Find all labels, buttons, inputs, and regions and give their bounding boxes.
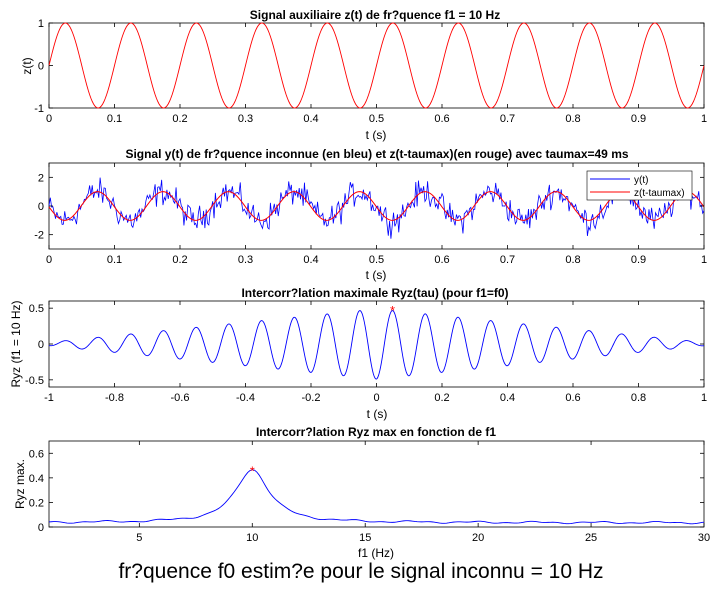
- ytick-label: 0.6: [29, 448, 44, 460]
- xtick-label: 5: [136, 532, 142, 544]
- panel4-ylabel: Ryz max.: [13, 459, 27, 509]
- panel4-peak-marker: *: [250, 463, 255, 478]
- panel1-ticks: 0 0.1 0.2 0.3 0.4 0.5 0.6 0.7 0.8 0.9 1-101: [34, 18, 707, 125]
- panel4-plot-area: [48, 440, 705, 528]
- panel2-z-delayed-line: [48, 191, 705, 221]
- panel4-title: Intercorr?lation Ryz max en fonction de …: [256, 425, 496, 439]
- ytick-label: 0: [38, 201, 44, 213]
- panel3-plot-area: [48, 300, 705, 388]
- panel3-xlabel: t (s): [367, 407, 388, 421]
- panel2-legend: y(t) z(t-taumax): [586, 170, 693, 201]
- xtick-label: 0.1: [107, 254, 122, 266]
- xtick-label: 0.5: [369, 113, 384, 125]
- legend-box: [586, 170, 693, 201]
- xtick-label: -0.8: [105, 392, 124, 404]
- ytick-label: 0.2: [29, 497, 44, 509]
- xtick-label: 20: [472, 532, 484, 544]
- panel3-title: Intercorr?lation maximale Ryz(tau) (pour…: [241, 286, 508, 300]
- ytick-label: 2: [38, 172, 44, 184]
- xtick-label: 0.2: [172, 113, 187, 125]
- xtick-label: 10: [246, 532, 258, 544]
- xtick-label: 0.2: [172, 254, 187, 266]
- xtick-label: 0.8: [565, 254, 580, 266]
- panel-z-signal: Signal auxiliaire z(t) de fr?quence f1 =…: [20, 8, 707, 142]
- xtick-label: 0.8: [565, 113, 580, 125]
- xtick-label: 0: [46, 254, 52, 266]
- panel4-xlabel: f1 (Hz): [358, 546, 394, 560]
- xtick-label: 0.9: [631, 254, 646, 266]
- ytick-label: -0.5: [25, 375, 44, 387]
- ytick-label: 1: [38, 18, 44, 30]
- panel3-ticks: -1 -0.8 -0.6 -0.4 -0.2 0 0.2 0.4 0.6 0.8 1 -0.5 0 0.5: [25, 301, 707, 404]
- xtick-label: 0.4: [303, 254, 318, 266]
- xtick-label: 1: [701, 113, 707, 125]
- panel1-title: Signal auxiliaire z(t) de fr?quence f1 =…: [250, 8, 500, 22]
- panel2-ticks: 0 0.1 0.2 0.3 0.4 0.5 0.6 0.7 0.8 0.9 1-202: [34, 163, 707, 266]
- panel3-ryz-line: [48, 310, 705, 380]
- ytick-label: 0.4: [29, 473, 44, 485]
- xtick-label: 0.2: [434, 392, 449, 404]
- panel2-title: Signal y(t) de fr?quence inconnue (en bl…: [125, 147, 628, 161]
- xtick-label: 0: [373, 392, 379, 404]
- xtick-label: 0.7: [500, 113, 515, 125]
- legend-label-y: y(t): [634, 175, 648, 186]
- xtick-label: 15: [359, 532, 371, 544]
- panel2-xlabel: t (s): [366, 268, 387, 282]
- xtick-label: -1: [44, 392, 54, 404]
- xtick-label: 0.1: [107, 113, 122, 125]
- xtick-label: 0.5: [369, 254, 384, 266]
- xtick-label: 1: [701, 392, 707, 404]
- xtick-label: -0.6: [171, 392, 190, 404]
- panel-ryz-vs-f1: Intercorr?lation Ryz max en fonction de …: [13, 425, 710, 560]
- panel-crosscorrelation: Intercorr?lation maximale Ryz(tau) (pour…: [9, 286, 707, 421]
- xtick-label: 0.7: [500, 254, 515, 266]
- panel3-ylabel: Ryz (f1 = 10 Hz): [9, 300, 23, 387]
- ytick-label: 0.5: [29, 303, 44, 315]
- panel1-ylabel: z(t): [20, 57, 34, 74]
- xtick-label: 0.3: [238, 254, 253, 266]
- xtick-label: 0.4: [500, 392, 515, 404]
- panel4-ticks: 5 10 15 20 25 30 0 0.2 0.4 0.6: [29, 441, 710, 544]
- ytick-label: 0: [38, 522, 44, 534]
- xtick-label: 25: [585, 532, 597, 544]
- xtick-label: 30: [698, 532, 710, 544]
- ytick-label: -1: [34, 103, 44, 115]
- xtick-label: 0.6: [434, 254, 449, 266]
- panel4-ryzmax-line: [48, 469, 705, 525]
- xtick-label: 0.4: [303, 113, 318, 125]
- panel1-z-line: [48, 22, 705, 109]
- ytick-label: 0: [38, 339, 44, 351]
- result-caption: fr?quence f0 estim?e pour le signal inco…: [118, 560, 604, 583]
- xtick-label: 0.6: [434, 113, 449, 125]
- xtick-label: -0.2: [302, 392, 321, 404]
- legend-label-z: z(t-taumax): [634, 188, 685, 199]
- panel1-xlabel: t (s): [366, 128, 387, 142]
- ytick-label: 0: [38, 61, 44, 73]
- xtick-label: 0.3: [238, 113, 253, 125]
- xtick-label: 0.9: [631, 113, 646, 125]
- xtick-label: 1: [701, 254, 707, 266]
- xtick-label: 0: [46, 113, 52, 125]
- ytick-label: -2: [34, 230, 44, 242]
- panel3-peak-marker: *: [390, 303, 395, 318]
- panel-y-signal: Signal y(t) de fr?quence inconnue (en bl…: [34, 147, 707, 282]
- xtick-label: -0.4: [236, 392, 255, 404]
- xtick-label: 0.8: [631, 392, 646, 404]
- xtick-label: 0.6: [565, 392, 580, 404]
